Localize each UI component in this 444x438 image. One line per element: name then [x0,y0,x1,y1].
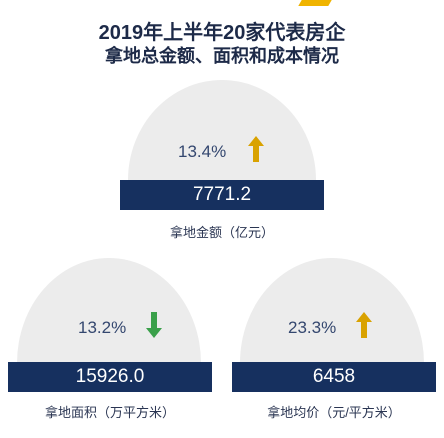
area-label: 拿地面积（万平方米） [44,405,175,420]
area-percent: 13.2% [78,318,127,337]
area-down-arrow-icon [146,312,162,338]
amount-up-arrow-icon [248,136,264,162]
page-title: 2019年上半年20家代表房企 [98,22,346,44]
amount-percent: 13.4% [178,142,227,161]
price-up-arrow-icon [356,312,372,338]
price-label: 拿地均价（元/平方米） [267,405,401,420]
price-percent: 23.3% [288,318,337,337]
amount-value-bar: 7771.2 [120,180,324,210]
amount-dome [128,80,316,180]
amount-label: 拿地金额（亿元） [169,225,274,240]
accent-slash [298,0,332,6]
area-value-bar: 15926.0 [8,362,212,392]
price-value-bar: 6458 [232,362,436,392]
area-dome [17,258,201,363]
page-subtitle: 拿地总金额、面积和成本情况 [105,46,339,66]
price-dome [240,258,424,363]
